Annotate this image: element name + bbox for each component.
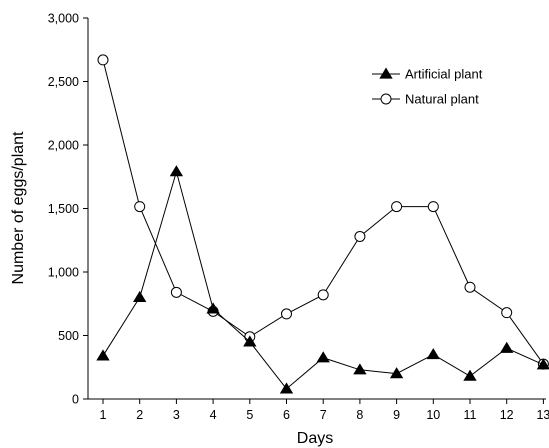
circle-marker (134, 201, 146, 213)
x-tick-label: 8 (356, 408, 363, 422)
x-ticks: 1 2 3 4 5 6 7 8 9 10 11 12 13 (100, 399, 549, 422)
triangle-marker (169, 165, 184, 177)
triangle-marker (243, 335, 257, 347)
circle-marker (464, 281, 476, 293)
x-axis-title: Days (297, 430, 333, 447)
triangle-marker (279, 382, 294, 394)
x-tick-label: 9 (393, 408, 400, 422)
x-tick-label: 10 (426, 408, 440, 422)
triangle-marker (379, 67, 393, 79)
x-tick-label: 3 (173, 408, 180, 422)
x-tick-label: 6 (283, 408, 290, 422)
triangle-marker (426, 348, 440, 360)
y-tick-label: 2,000 (48, 139, 79, 153)
y-tick-label: 3,000 (48, 12, 79, 26)
x-tick-label: 2 (136, 408, 143, 422)
circle-marker (391, 201, 403, 213)
triangle-marker (133, 290, 147, 303)
legend-label: Artificial plant (405, 67, 483, 82)
series-layer (96, 54, 549, 394)
circle-marker (354, 230, 366, 242)
circle-marker (170, 286, 182, 298)
x-tick-label: 5 (246, 408, 253, 422)
circle-marker (380, 93, 392, 105)
triangle-marker (536, 358, 549, 370)
triangle-marker (353, 363, 367, 375)
y-ticks: 0 500 1,000 1,500 2,000 2,500 3,000 (48, 12, 88, 407)
triangle-marker (96, 349, 110, 361)
triangle-marker (500, 341, 514, 353)
triangle-marker (316, 351, 330, 363)
x-tick-label: 12 (500, 408, 514, 422)
legend: Artificial plant Natural plant (372, 67, 483, 107)
legend-item: Natural plant (372, 92, 479, 107)
legend-label: Natural plant (405, 92, 479, 107)
triangle-marker (389, 367, 404, 379)
x-tick-label: 7 (320, 408, 327, 422)
series-artificial-plant (96, 165, 549, 394)
x-tick-label: 11 (464, 408, 477, 422)
legend-item: Artificial plant (372, 67, 483, 82)
circle-marker (427, 201, 439, 213)
y-tick-label: 2,500 (48, 75, 79, 89)
series-natural-plant (97, 54, 549, 370)
circle-marker (501, 307, 513, 319)
y-tick-label: 1,500 (48, 202, 79, 216)
triangle-marker (206, 302, 220, 314)
x-tick-label: 13 (536, 408, 549, 422)
y-axis-title: Number of eggs/plant (10, 131, 27, 285)
y-tick-label: 1,000 (48, 266, 79, 280)
y-tick-label: 0 (72, 393, 79, 407)
circle-marker (317, 289, 329, 301)
x-tick-label: 1 (100, 408, 107, 422)
triangle-marker (463, 369, 477, 381)
circle-marker (281, 308, 292, 320)
x-tick-label: 4 (210, 408, 217, 422)
y-tick-label: 500 (58, 329, 79, 343)
circle-marker (97, 54, 109, 66)
